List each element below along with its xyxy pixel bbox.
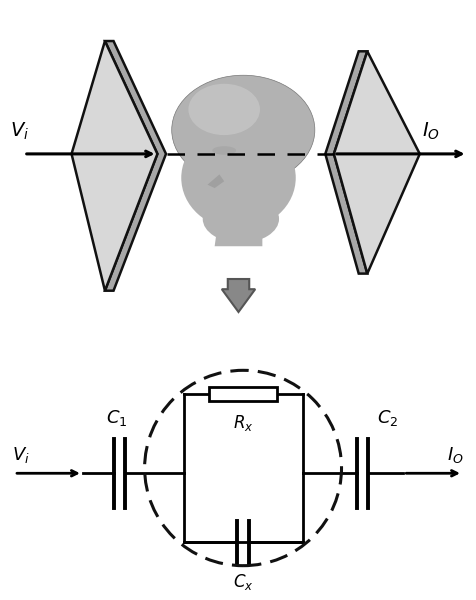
- Text: $\boldsymbol{V_i}$: $\boldsymbol{V_i}$: [12, 445, 30, 466]
- Ellipse shape: [202, 195, 278, 243]
- Polygon shape: [207, 175, 224, 188]
- Polygon shape: [71, 41, 157, 290]
- Polygon shape: [105, 41, 166, 290]
- Polygon shape: [325, 51, 367, 274]
- Text: $\boldsymbol{I_O}$: $\boldsymbol{I_O}$: [421, 121, 439, 142]
- Text: $\boldsymbol{I_O}$: $\boldsymbol{I_O}$: [446, 445, 463, 466]
- Bar: [208, 387, 277, 401]
- Text: $C_2$: $C_2$: [376, 409, 397, 428]
- Text: $R_x$: $R_x$: [232, 413, 253, 433]
- Polygon shape: [214, 212, 262, 246]
- Polygon shape: [333, 51, 419, 274]
- Ellipse shape: [171, 75, 314, 185]
- Text: $C_1$: $C_1$: [106, 409, 128, 428]
- Text: $C_x$: $C_x$: [232, 572, 253, 592]
- Ellipse shape: [188, 84, 259, 135]
- FancyArrow shape: [221, 279, 255, 312]
- Ellipse shape: [181, 127, 295, 229]
- Ellipse shape: [212, 146, 236, 155]
- Text: $\boldsymbol{V_i}$: $\boldsymbol{V_i}$: [10, 121, 29, 142]
